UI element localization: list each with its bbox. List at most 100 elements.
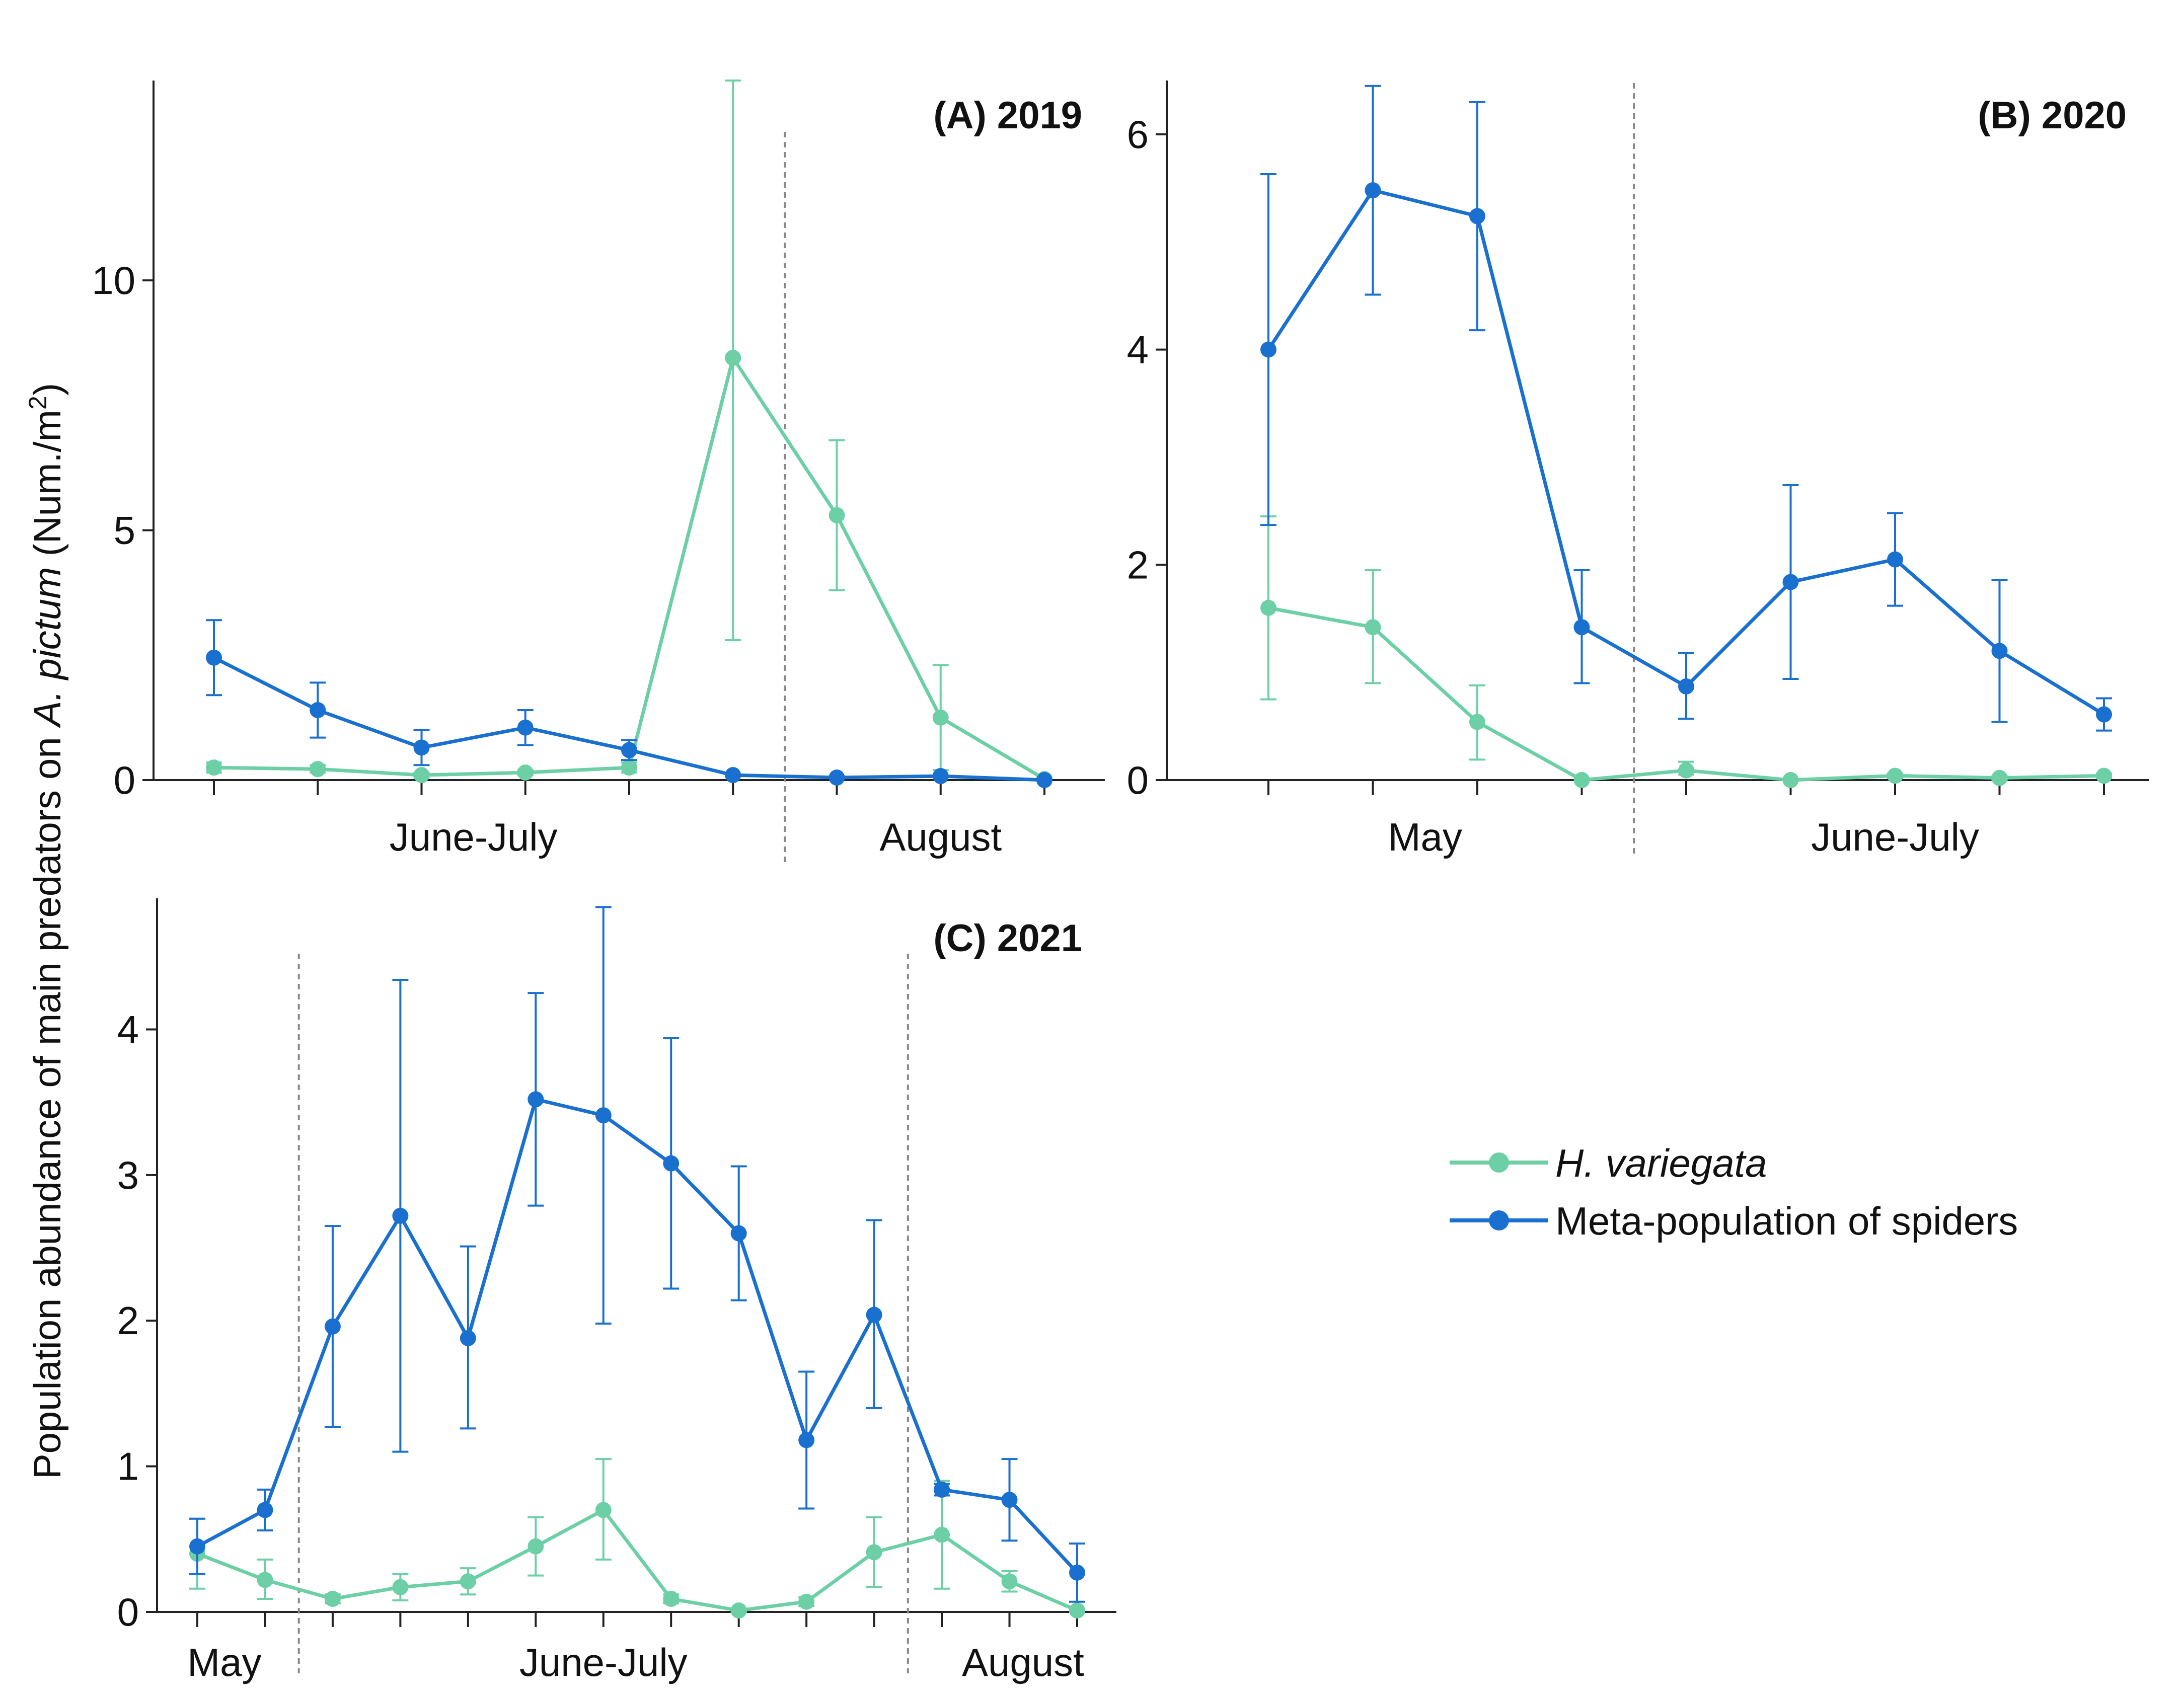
data-point-spiders xyxy=(460,1330,476,1346)
data-point-h-variegata xyxy=(932,709,949,726)
data-point-spiders xyxy=(730,1225,747,1242)
legend-label-h-variegata: H. variegata xyxy=(1555,1141,1767,1185)
panel-c-2021: 0 1 2 3 4 May June-July August (C) 2021 xyxy=(117,898,1116,1684)
data-point-h-variegata xyxy=(1782,772,1799,788)
legend-marker-h-variegata xyxy=(1489,1152,1509,1173)
data-point-spiders xyxy=(829,769,845,786)
data-point-spiders xyxy=(2096,706,2112,723)
data-point-spiders xyxy=(257,1502,273,1518)
y-tick-label: 6 xyxy=(1127,112,1149,157)
data-point-h-variegata xyxy=(1991,769,2008,786)
data-point-h-variegata xyxy=(595,1502,612,1518)
series-h-variegata xyxy=(206,80,1052,788)
data-point-h-variegata xyxy=(1678,762,1694,779)
y-tick-label: 2 xyxy=(1127,543,1149,587)
data-point-spiders xyxy=(189,1538,205,1555)
y-axis-label-close: ) xyxy=(26,383,69,396)
y-tick-label: 4 xyxy=(1127,328,1149,372)
legend-marker-spiders xyxy=(1489,1210,1509,1230)
y-axis-label-superscript: 2 xyxy=(24,396,52,410)
y-axis-label: Population abundance of main predators o… xyxy=(24,383,69,1479)
data-point-h-variegata xyxy=(324,1590,341,1607)
period-label: June-July xyxy=(1811,815,1979,859)
y-tick-label: 1 xyxy=(117,1444,139,1489)
data-point-spiders xyxy=(1069,1564,1085,1581)
data-point-spiders xyxy=(392,1207,409,1224)
data-point-spiders xyxy=(866,1306,882,1323)
data-point-spiders xyxy=(934,1481,950,1498)
y-axis-label-species: A. pictum xyxy=(26,567,69,729)
period-label: August xyxy=(879,815,1002,859)
data-point-h-variegata xyxy=(1001,1573,1018,1590)
period-label: August xyxy=(962,1640,1084,1684)
data-point-spiders xyxy=(528,1091,544,1108)
y-tick-label: 0 xyxy=(1127,758,1149,802)
data-point-h-variegata xyxy=(829,507,845,523)
legend: H. variegata Meta-population of spiders xyxy=(1450,1141,2018,1243)
period-label: May xyxy=(1388,815,1462,859)
series-spiders xyxy=(206,619,1052,788)
data-point-h-variegata xyxy=(413,767,430,784)
data-point-spiders xyxy=(324,1318,341,1335)
data-point-spiders xyxy=(1991,643,2008,659)
data-point-h-variegata xyxy=(517,764,534,781)
y-tick-label: 2 xyxy=(117,1298,139,1343)
data-point-spiders xyxy=(1001,1492,1018,1508)
panel-title: (A) 2019 xyxy=(933,94,1082,137)
data-point-h-variegata xyxy=(392,1579,409,1595)
data-point-spiders xyxy=(310,702,326,718)
data-point-spiders xyxy=(1782,574,1799,590)
data-point-h-variegata xyxy=(663,1590,680,1607)
data-point-spiders xyxy=(206,649,222,666)
data-point-h-variegata xyxy=(310,761,326,778)
panel-a-2019: 0 5 10 June-July August (A) 2019 xyxy=(92,80,1105,863)
data-point-h-variegata xyxy=(730,1602,747,1619)
data-point-h-variegata xyxy=(798,1593,815,1610)
period-label: May xyxy=(187,1640,261,1684)
data-point-h-variegata xyxy=(1260,599,1276,616)
data-point-spiders xyxy=(621,742,637,758)
data-point-h-variegata xyxy=(1069,1602,1085,1619)
data-point-spiders xyxy=(1260,341,1276,358)
data-point-h-variegata xyxy=(1573,772,1590,788)
data-point-h-variegata xyxy=(725,350,741,366)
panel-title: (C) 2021 xyxy=(933,917,1082,960)
data-point-spiders xyxy=(1036,772,1052,788)
series-line-spiders xyxy=(1267,188,2105,716)
y-axis-label-prefix: Population abundance of main predators o… xyxy=(26,726,69,1479)
panel-b-2020: 0 2 4 6 May June-July (B) 2020 xyxy=(1127,81,2149,859)
data-point-h-variegata xyxy=(528,1538,544,1555)
data-point-spiders xyxy=(798,1432,815,1448)
series-line-h-variegata xyxy=(196,1508,1078,1612)
series-line-spiders xyxy=(196,1097,1079,1574)
data-point-h-variegata xyxy=(621,759,637,776)
data-point-spiders xyxy=(595,1107,612,1124)
y-tick-label: 3 xyxy=(117,1153,139,1197)
series-h-variegata xyxy=(1260,515,2112,788)
data-point-spiders xyxy=(1887,551,1903,568)
data-point-h-variegata xyxy=(2096,767,2112,784)
y-tick-label: 0 xyxy=(114,758,135,802)
data-point-h-variegata xyxy=(1365,619,1381,636)
period-label: June-July xyxy=(519,1640,688,1684)
y-axis-label-suffix: (Num./m xyxy=(26,410,69,567)
data-point-h-variegata xyxy=(934,1526,950,1543)
data-point-spiders xyxy=(1365,182,1381,199)
data-point-h-variegata xyxy=(866,1544,882,1561)
y-tick-label: 4 xyxy=(117,1007,139,1051)
data-point-h-variegata xyxy=(257,1572,273,1588)
legend-label-spiders: Meta-population of spiders xyxy=(1555,1199,2018,1243)
panel-title: (B) 2020 xyxy=(1978,94,2127,137)
data-point-spiders xyxy=(1469,208,1485,224)
data-point-spiders xyxy=(725,767,741,784)
data-point-h-variegata xyxy=(460,1573,476,1590)
series-h-variegata xyxy=(189,1458,1085,1619)
data-point-spiders xyxy=(1573,619,1590,636)
series-spiders xyxy=(189,906,1085,1603)
data-point-h-variegata xyxy=(206,759,222,776)
data-point-spiders xyxy=(517,719,534,736)
data-point-spiders xyxy=(932,768,949,785)
data-point-spiders xyxy=(413,739,430,756)
data-point-spiders xyxy=(663,1155,680,1172)
